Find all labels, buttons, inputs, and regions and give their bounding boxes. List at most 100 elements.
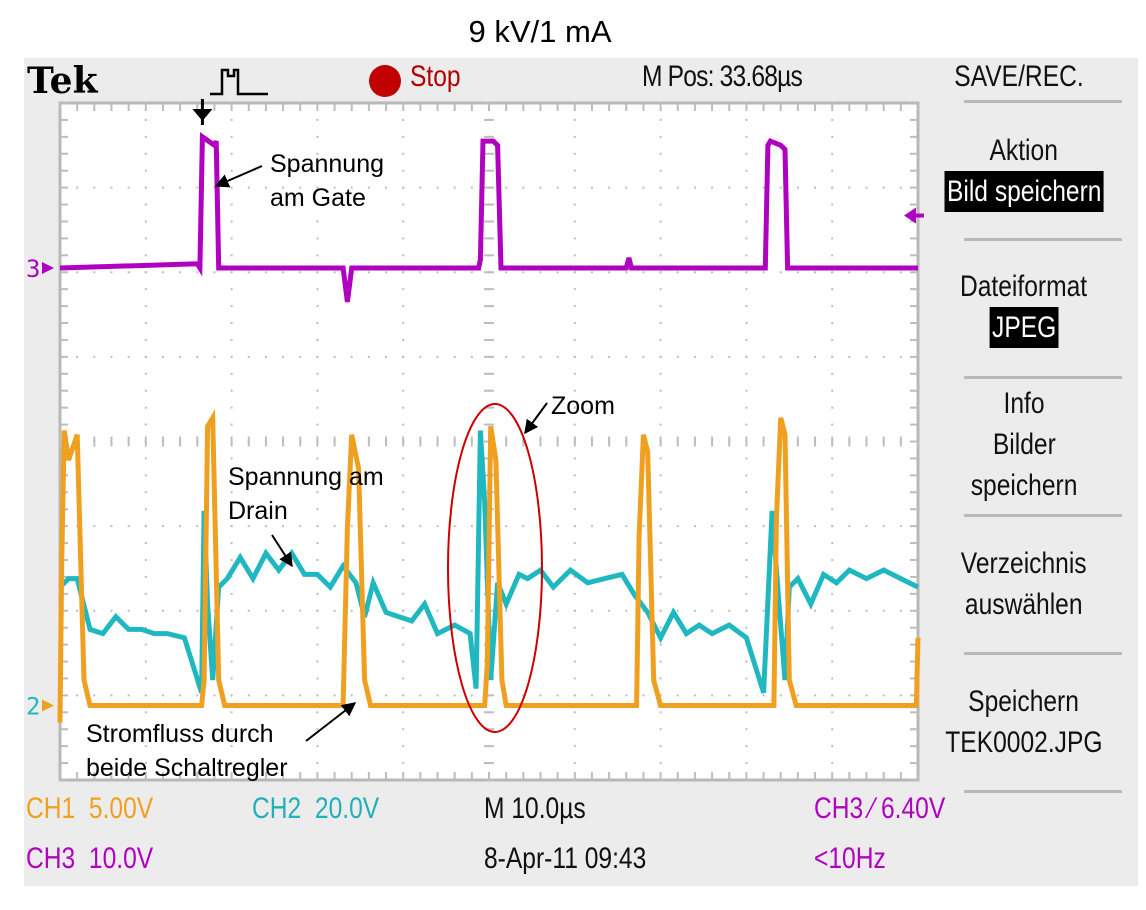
grid-dot [316,288,319,291]
grid-dot [161,694,164,697]
grid-dot [453,525,456,528]
grid-dot [831,643,834,646]
grid-dot [522,186,525,189]
grid-dot [882,355,885,358]
grid-dot [831,609,834,612]
grid-dot [402,237,405,240]
menu-item-dateiformat[interactable]: Dateiformat JPEG [918,266,1130,348]
grid-dot [402,406,405,409]
grid-dot [230,406,233,409]
grid-dot [608,609,611,612]
grid-dot [573,643,576,646]
grid-dot [144,423,147,426]
grid-dot [745,592,748,595]
grid-dot [93,525,96,528]
grid-dot [436,355,439,358]
menu-item-info[interactable]: Info Bilder speichern [918,383,1130,506]
save-rec-menu: SAVE/REC. Aktion Bild speichern Dateifor… [924,58,1138,886]
grid-dot [419,355,422,358]
grid-dot [505,355,508,358]
grid-dot [728,694,731,697]
grid-dot [402,152,405,155]
grid-dot [831,406,834,409]
grid-dot [882,694,885,697]
menu-item-aktion[interactable]: Aktion Bild speichern [918,130,1130,212]
grid-dot [831,558,834,561]
menu-item-verzeichnis[interactable]: Verzeichnis auswählen [918,543,1130,625]
grid-dot [419,271,422,274]
grid-dot [505,186,508,189]
grid-dot [110,694,113,697]
grid-dot [659,118,662,121]
grid-dot [196,186,199,189]
grid-dot [745,609,748,612]
grid-dot [161,186,164,189]
grid-dot [316,457,319,460]
grid-dot [127,355,130,358]
grid-dot [316,762,319,765]
grid-dot [831,271,834,274]
grid-dot [796,186,799,189]
grid-dot [93,355,96,358]
grid-dot [625,271,628,274]
grid-dot [316,406,319,409]
run-state[interactable]: Stop [410,60,461,93]
grid-dot [831,389,834,392]
grid-dot [470,186,473,189]
grid-dot [144,575,147,578]
grid-dot [659,575,662,578]
grid-dot [831,711,834,714]
grid-dot [230,355,233,358]
grid-dot [831,169,834,172]
grid-dot [573,575,576,578]
grid-dot [659,694,662,697]
grid-dot [745,558,748,561]
grid-dot [522,271,525,274]
grid-dot [436,694,439,697]
grid-dot [814,609,817,612]
ch3-ground-marker: 3 [26,255,40,283]
grid-dot [230,643,233,646]
grid-dot [127,525,130,528]
grid-dot [711,525,714,528]
grid-dot [264,355,267,358]
grid-dot [831,203,834,206]
grid-dot [745,389,748,392]
grid-dot [745,288,748,291]
grid-dot [590,355,593,358]
grid-dot [230,271,233,274]
menu-item-speichern[interactable]: Speichern TEK0002.JPG [918,681,1130,763]
grid-dot [333,525,336,528]
grid-dot [762,609,765,612]
grid-dot [453,186,456,189]
grid-dot [573,338,576,341]
grid-dot [882,186,885,189]
grid-dot [144,271,147,274]
grid-dot [316,338,319,341]
grid-dot [590,186,593,189]
grid-dot [350,186,353,189]
ch3-scale: CH3 10.0V [26,842,154,875]
grid-dot [865,271,868,274]
grid-dot [573,762,576,765]
brand-logo: Tek [27,60,98,102]
grid-dot [161,355,164,358]
menu-divider [964,100,1122,103]
grid-dot [196,355,199,358]
grid-dot [659,626,662,629]
grid-dot [659,508,662,511]
grid-dot [144,542,147,545]
grid-dot [316,305,319,308]
waveform-ch3 [59,132,918,303]
grid-dot [144,592,147,595]
grid-dot [299,355,302,358]
grid-dot [676,609,679,612]
grid-dot [573,423,576,426]
grid-dot [385,186,388,189]
grid-dot [831,491,834,494]
grid-dot [865,694,868,697]
grid-dot [230,745,233,748]
grid-dot [779,186,782,189]
grid-dot [573,542,576,545]
grid-dot [831,728,834,731]
